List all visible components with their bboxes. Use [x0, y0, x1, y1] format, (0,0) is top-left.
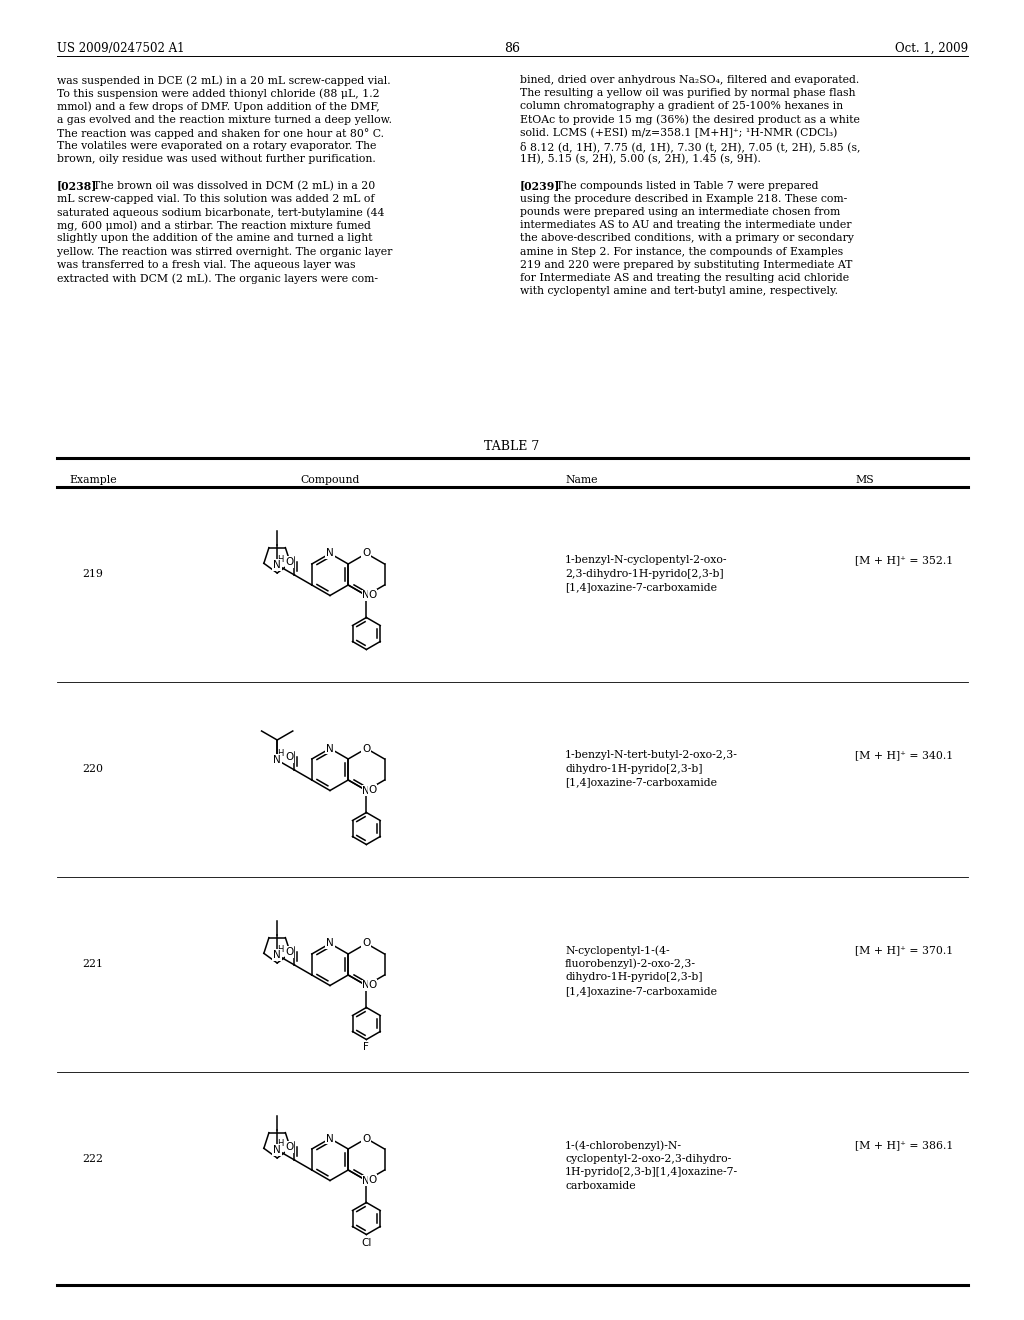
Text: N: N: [273, 950, 281, 960]
Text: mmol) and a few drops of DMF. Upon addition of the DMF,: mmol) and a few drops of DMF. Upon addit…: [57, 102, 380, 112]
Text: saturated aqueous sodium bicarbonate, tert-butylamine (44: saturated aqueous sodium bicarbonate, te…: [57, 207, 384, 218]
Text: H: H: [276, 1139, 284, 1148]
Text: 222: 222: [83, 1154, 103, 1164]
Text: 221: 221: [83, 958, 103, 969]
Text: N: N: [326, 743, 334, 754]
Text: δ 8.12 (d, 1H), 7.75 (d, 1H), 7.30 (t, 2H), 7.05 (t, 2H), 5.85 (s,: δ 8.12 (d, 1H), 7.75 (d, 1H), 7.30 (t, 2…: [520, 141, 860, 152]
Text: N: N: [326, 939, 334, 949]
Text: N: N: [362, 785, 371, 796]
Text: O: O: [286, 752, 294, 762]
Text: H: H: [276, 750, 284, 759]
Text: cyclopentyl-2-oxo-2,3-dihydro-: cyclopentyl-2-oxo-2,3-dihydro-: [565, 1154, 731, 1164]
Text: O: O: [362, 939, 371, 949]
Text: 1H-pyrido[2,3-b][1,4]oxazine-7-: 1H-pyrido[2,3-b][1,4]oxazine-7-: [565, 1167, 738, 1177]
Text: US 2009/0247502 A1: US 2009/0247502 A1: [57, 42, 184, 55]
Text: 86: 86: [504, 42, 520, 55]
Text: The volatiles were evaporated on a rotary evaporator. The: The volatiles were evaporated on a rotar…: [57, 141, 377, 150]
Text: with cyclopentyl amine and tert-butyl amine, respectively.: with cyclopentyl amine and tert-butyl am…: [520, 286, 838, 296]
Text: was suspended in DCE (2 mL) in a 20 mL screw-capped vial.: was suspended in DCE (2 mL) in a 20 mL s…: [57, 75, 390, 86]
Text: slightly upon the addition of the amine and turned a light: slightly upon the addition of the amine …: [57, 234, 373, 243]
Text: column chromatography a gradient of 25-100% hexanes in: column chromatography a gradient of 25-1…: [520, 102, 843, 111]
Text: N: N: [273, 1144, 281, 1155]
Text: N: N: [273, 560, 281, 570]
Text: brown, oily residue was used without further purification.: brown, oily residue was used without fur…: [57, 154, 376, 164]
Text: Example: Example: [70, 475, 117, 484]
Text: O: O: [369, 785, 377, 795]
Text: amine in Step 2. For instance, the compounds of Examples: amine in Step 2. For instance, the compo…: [520, 247, 843, 256]
Text: O: O: [286, 946, 294, 957]
Text: O: O: [362, 743, 371, 754]
Text: using the procedure described in Example 218. These com-: using the procedure described in Example…: [520, 194, 847, 203]
Text: N-cyclopentyl-1-(4-: N-cyclopentyl-1-(4-: [565, 945, 670, 956]
Text: [M + H]⁺ = 352.1: [M + H]⁺ = 352.1: [855, 556, 953, 565]
Text: Name: Name: [565, 475, 597, 484]
Text: intermediates AS to AU and treating the intermediate under: intermediates AS to AU and treating the …: [520, 220, 852, 230]
Text: the above-described conditions, with a primary or secondary: the above-described conditions, with a p…: [520, 234, 854, 243]
Text: 2,3-dihydro-1H-pyrido[2,3-b]: 2,3-dihydro-1H-pyrido[2,3-b]: [565, 569, 724, 578]
Text: [1,4]oxazine-7-carboxamide: [1,4]oxazine-7-carboxamide: [565, 986, 717, 995]
Text: [1,4]oxazine-7-carboxamide: [1,4]oxazine-7-carboxamide: [565, 777, 717, 787]
Text: 220: 220: [83, 764, 103, 774]
Text: [1,4]oxazine-7-carboxamide: [1,4]oxazine-7-carboxamide: [565, 582, 717, 593]
Text: TABLE 7: TABLE 7: [484, 440, 540, 453]
Text: N: N: [273, 755, 281, 766]
Text: O: O: [369, 590, 377, 601]
Text: N: N: [326, 549, 334, 558]
Text: [M + H]⁺ = 386.1: [M + H]⁺ = 386.1: [855, 1140, 953, 1150]
Text: O: O: [369, 979, 377, 990]
Text: F: F: [364, 1043, 370, 1052]
Text: 219 and 220 were prepared by substituting Intermediate AT: 219 and 220 were prepared by substitutin…: [520, 260, 852, 269]
Text: a gas evolved and the reaction mixture turned a deep yellow.: a gas evolved and the reaction mixture t…: [57, 115, 392, 124]
Text: 1-benzyl-N-cyclopentyl-2-oxo-: 1-benzyl-N-cyclopentyl-2-oxo-: [565, 556, 727, 565]
Text: Oct. 1, 2009: Oct. 1, 2009: [895, 42, 968, 55]
Text: fluorobenzyl)-2-oxo-2,3-: fluorobenzyl)-2-oxo-2,3-: [565, 958, 696, 969]
Text: The compounds listed in Table 7 were prepared: The compounds listed in Table 7 were pre…: [556, 181, 818, 190]
Text: O: O: [286, 557, 294, 568]
Text: O: O: [362, 1134, 371, 1143]
Text: 1-(4-chlorobenzyl)-N-: 1-(4-chlorobenzyl)-N-: [565, 1140, 682, 1151]
Text: MS: MS: [855, 475, 873, 484]
Text: for Intermediate AS and treating the resulting acid chloride: for Intermediate AS and treating the res…: [520, 273, 849, 282]
Text: Cl: Cl: [361, 1238, 372, 1247]
Text: O: O: [369, 1175, 377, 1185]
Text: [M + H]⁺ = 340.1: [M + H]⁺ = 340.1: [855, 750, 953, 760]
Text: solid. LCMS (+ESI) m/z=358.1 [M+H]⁺; ¹H-NMR (CDCl₃): solid. LCMS (+ESI) m/z=358.1 [M+H]⁺; ¹H-…: [520, 128, 838, 139]
Text: pounds were prepared using an intermediate chosen from: pounds were prepared using an intermedia…: [520, 207, 841, 216]
Text: Compound: Compound: [300, 475, 359, 484]
Text: 1H), 5.15 (s, 2H), 5.00 (s, 2H), 1.45 (s, 9H).: 1H), 5.15 (s, 2H), 5.00 (s, 2H), 1.45 (s…: [520, 154, 761, 165]
Text: dihydro-1H-pyrido[2,3-b]: dihydro-1H-pyrido[2,3-b]: [565, 973, 702, 982]
Text: mL screw-capped vial. To this solution was added 2 mL of: mL screw-capped vial. To this solution w…: [57, 194, 375, 203]
Text: yellow. The reaction was stirred overnight. The organic layer: yellow. The reaction was stirred overnig…: [57, 247, 392, 256]
Text: [M + H]⁺ = 370.1: [M + H]⁺ = 370.1: [855, 945, 953, 956]
Text: mg, 600 μmol) and a stirbar. The reaction mixture fumed: mg, 600 μmol) and a stirbar. The reactio…: [57, 220, 371, 231]
Text: N: N: [362, 981, 371, 990]
Text: O: O: [286, 1142, 294, 1152]
Text: To this suspension were added thionyl chloride (88 μL, 1.2: To this suspension were added thionyl ch…: [57, 88, 380, 99]
Text: extracted with DCM (2 mL). The organic layers were com-: extracted with DCM (2 mL). The organic l…: [57, 273, 378, 284]
Text: [0239]: [0239]: [520, 181, 560, 191]
Text: H: H: [276, 554, 284, 564]
Text: The reaction was capped and shaken for one hour at 80° C.: The reaction was capped and shaken for o…: [57, 128, 384, 139]
Text: carboxamide: carboxamide: [565, 1181, 636, 1191]
Text: [0238]: [0238]: [57, 181, 97, 191]
Text: The resulting a yellow oil was purified by normal phase flash: The resulting a yellow oil was purified …: [520, 88, 855, 98]
Text: was transferred to a fresh vial. The aqueous layer was: was transferred to a fresh vial. The aqu…: [57, 260, 355, 269]
Text: 219: 219: [83, 569, 103, 579]
Text: 1-benzyl-N-tert-butyl-2-oxo-2,3-: 1-benzyl-N-tert-butyl-2-oxo-2,3-: [565, 750, 738, 760]
Text: O: O: [362, 549, 371, 558]
Text: N: N: [362, 590, 371, 601]
Text: N: N: [326, 1134, 334, 1143]
Text: dihydro-1H-pyrido[2,3-b]: dihydro-1H-pyrido[2,3-b]: [565, 764, 702, 774]
Text: H: H: [276, 945, 284, 953]
Text: bined, dried over anhydrous Na₂SO₄, filtered and evaporated.: bined, dried over anhydrous Na₂SO₄, filt…: [520, 75, 859, 84]
Text: N: N: [362, 1176, 371, 1185]
Text: EtOAc to provide 15 mg (36%) the desired product as a white: EtOAc to provide 15 mg (36%) the desired…: [520, 115, 860, 125]
Text: The brown oil was dissolved in DCM (2 mL) in a 20: The brown oil was dissolved in DCM (2 mL…: [93, 181, 375, 191]
